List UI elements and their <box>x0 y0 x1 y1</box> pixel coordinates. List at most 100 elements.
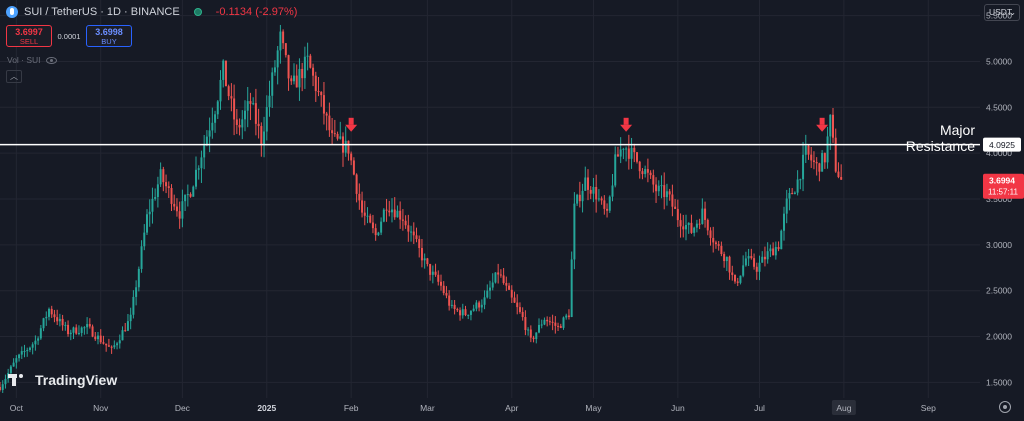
candle-body <box>799 179 802 181</box>
tradingview-logo: TradingView <box>8 372 117 388</box>
candle-body <box>252 103 255 105</box>
candle-body <box>380 221 383 233</box>
spread-value: 0.0001 <box>57 31 81 41</box>
candle-body <box>257 123 260 127</box>
candle-body <box>557 325 560 327</box>
candle-body <box>77 332 80 334</box>
candle-body <box>445 293 448 296</box>
candle-body <box>774 246 777 256</box>
candle-body <box>148 211 151 215</box>
candle-body <box>151 198 154 212</box>
candle-body <box>20 351 23 355</box>
candle-body <box>469 310 472 315</box>
buy-button[interactable]: 3.6998 BUY <box>86 25 132 47</box>
candle-body <box>64 324 67 326</box>
y-tick-label: 3.0000 <box>986 240 1012 250</box>
candle-body <box>655 184 658 192</box>
candle-body <box>279 31 282 51</box>
price-axis: 5.5000 5.0000 4.5000 4.0000 3.5000 3.0000 2.50… <box>980 0 1024 421</box>
candle-body <box>595 186 598 200</box>
candle-body <box>306 55 309 57</box>
candle-body <box>282 31 285 44</box>
candle-body <box>94 336 97 340</box>
candle-body <box>671 194 674 207</box>
candle-body <box>246 101 249 111</box>
candle-body <box>181 201 184 219</box>
y-tick-label: 2.5000 <box>986 286 1012 296</box>
candle-body <box>320 91 323 96</box>
candle-body <box>371 222 374 229</box>
candle-body <box>271 72 274 96</box>
candle-body <box>538 324 540 333</box>
candle-body <box>50 308 53 315</box>
candle-body <box>826 136 829 163</box>
candle-body <box>312 67 315 76</box>
candle-body <box>527 329 530 331</box>
candle-body <box>829 114 832 137</box>
svg-text:11:57:11: 11:57:11 <box>988 188 1019 197</box>
candle-body <box>200 157 203 169</box>
candle-body <box>676 208 679 221</box>
candle-body <box>126 321 129 331</box>
candle-body <box>241 119 244 128</box>
candle-body <box>309 55 312 68</box>
chevron-up-icon[interactable]: ︿ <box>6 70 22 83</box>
candle-body <box>562 317 565 328</box>
candle-body <box>834 137 837 172</box>
candle-body <box>750 256 753 259</box>
candle-body <box>385 209 388 211</box>
candle-body <box>410 231 413 233</box>
candle-body <box>578 194 581 202</box>
candle-body <box>475 302 478 309</box>
candle-body <box>440 281 442 286</box>
candle-body <box>456 309 459 311</box>
resistance-annotation-resistance: Resistance <box>906 138 975 154</box>
candle-body <box>459 310 462 316</box>
candle-body <box>739 275 742 283</box>
candle-body <box>344 140 347 153</box>
candle-body <box>693 227 696 233</box>
candle-body <box>480 304 483 308</box>
candle-body <box>499 274 502 276</box>
candle-body <box>143 232 146 247</box>
candle-body <box>317 91 320 93</box>
candle-body <box>657 185 660 192</box>
currency-selector[interactable]: USDT ⌄ <box>984 4 1020 21</box>
candle-body <box>720 245 723 255</box>
candle-body <box>423 258 426 261</box>
candle-body <box>685 224 687 230</box>
candle-body <box>668 191 671 195</box>
candle-body <box>303 56 306 79</box>
candle-body <box>788 193 791 199</box>
candle-body <box>497 272 500 275</box>
symbol-title[interactable]: SUI / TetherUS · 1D · BINANCE <box>24 6 180 18</box>
sell-button[interactable]: 3.6997 SELL <box>6 25 52 47</box>
eye-icon[interactable] <box>45 56 57 64</box>
candle-body <box>529 329 532 338</box>
candle-body <box>633 147 636 153</box>
candle-body <box>192 186 195 197</box>
candle-body <box>796 179 799 193</box>
candle-body <box>167 186 170 188</box>
candle-body <box>502 275 505 284</box>
candle-body <box>682 226 685 230</box>
candle-body <box>165 182 168 187</box>
candle-body <box>780 230 783 250</box>
candle-body <box>508 285 511 290</box>
candle-body <box>505 283 508 286</box>
candle-body <box>712 237 715 243</box>
candle-body <box>802 154 805 180</box>
y-tick-label: 5.5000 <box>986 11 1012 21</box>
tradingview-logo-icon <box>8 374 30 386</box>
gear-icon[interactable] <box>999 401 1011 413</box>
candle-body <box>723 254 726 262</box>
candle-body <box>837 171 840 178</box>
down-arrow-icon <box>816 117 829 132</box>
candle-body <box>823 153 826 163</box>
candle-body <box>56 317 59 322</box>
candle-body <box>551 321 554 323</box>
candle-body <box>453 304 456 310</box>
candle-body <box>222 60 225 80</box>
candle-body <box>641 171 644 175</box>
